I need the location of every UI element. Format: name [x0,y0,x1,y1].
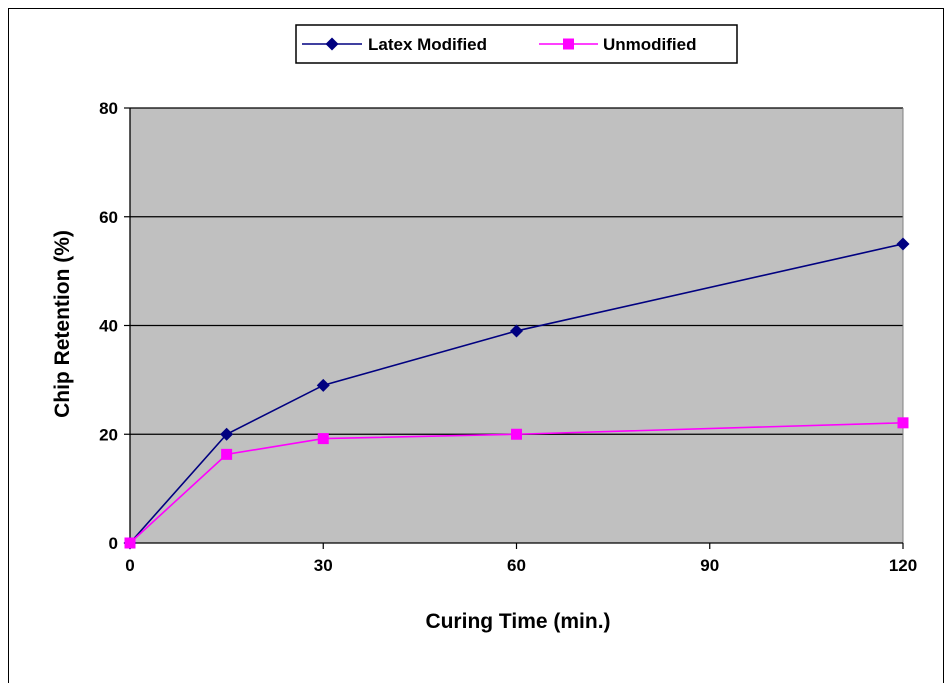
y-tick-label: 20 [99,425,118,444]
data-point [316,378,330,392]
chart-frame [8,8,944,683]
legend-label: Latex Modified [368,35,487,54]
legend-marker [563,38,574,50]
data-point [124,537,136,549]
x-tick-label: 30 [314,556,333,575]
x-axis-title: Curing Time (min.) [425,610,610,633]
series-layer [123,237,910,550]
axes [124,107,904,549]
legend-label: Unmodified [603,35,697,54]
x-tick-label: 120 [889,556,917,575]
data-point [896,237,910,251]
data-point [221,448,233,460]
y-tick-label: 60 [99,208,118,227]
y-tick-label: 40 [99,317,118,336]
legend: Latex Modified Unmodified [295,24,738,64]
y-tick-label: 80 [99,99,118,118]
legend-marker [325,37,339,51]
y-tick-label: 0 [109,534,118,553]
tick-labels: 0 20 40 60 80 0 30 60 90 120 [99,99,917,575]
data-point [220,427,234,441]
y-axis-title: Chip Retention (%) [51,230,74,418]
data-point [897,417,909,429]
x-tick-label: 90 [700,556,719,575]
data-point [511,428,522,440]
x-tick-label: 0 [125,556,134,575]
legend-box [295,24,738,64]
x-tick-label: 60 [507,556,526,575]
data-point [317,433,329,445]
series-2 [124,417,909,549]
data-point [510,324,523,338]
